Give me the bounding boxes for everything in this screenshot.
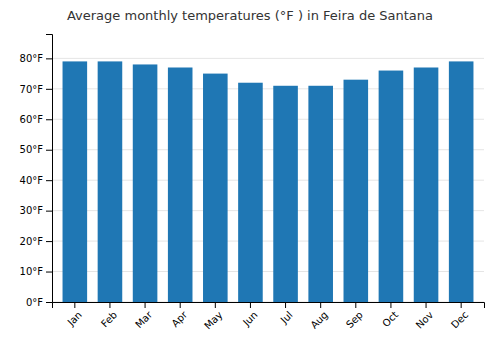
bar: [379, 71, 404, 302]
x-tick-label: Jun: [240, 309, 260, 329]
y-tick: 20°F: [20, 236, 52, 247]
x-tick: Jan: [65, 302, 84, 328]
y-tick-mark: [46, 89, 52, 90]
x-tick: Apr: [169, 302, 190, 329]
y-tick-mark: [46, 241, 52, 242]
y-tick: 60°F: [20, 114, 52, 125]
x-tick-label: Jan: [65, 309, 84, 328]
x-tick-label: Nov: [414, 309, 436, 331]
x-tick-mark: [461, 302, 462, 308]
x-tick-mark: [145, 302, 146, 308]
x-tick-label: Mar: [133, 308, 155, 330]
y-axis: 0°F 10°F 20°F 30°F 40°F 50°F 60°F 70°F 80°F: [20, 35, 53, 308]
x-tick: Oct: [380, 302, 400, 329]
bar: [449, 61, 474, 302]
y-tick-label: 80°F: [20, 53, 44, 64]
x-tick: Mar: [133, 302, 155, 330]
bar: [63, 61, 88, 302]
x-tick-label: Apr: [169, 308, 190, 329]
y-tick-mark: [46, 302, 52, 303]
y-tick-mark: [46, 180, 52, 181]
x-tick-label: Dec: [449, 309, 470, 330]
x-axis: Jan Feb Mar Apr May Jun Jul Aug Sep Oct Nov Dec: [53, 302, 485, 331]
grid-line: [52, 58, 484, 59]
bar: [98, 61, 123, 302]
bar: [238, 83, 263, 302]
x-tick-mark: [355, 302, 356, 308]
x-tick-label: Sep: [344, 309, 365, 330]
x-tick-mark: [320, 302, 321, 308]
y-tick-label: 0°F: [26, 297, 43, 308]
y-tick: 40°F: [20, 175, 52, 186]
y-tick-label: 50°F: [20, 144, 44, 155]
x-tick-label: May: [202, 309, 224, 331]
chart: 0°F 10°F 20°F 30°F 40°F 50°F 60°F 70°F 80°F Jan Fe…: [0, 0, 500, 350]
x-tick-mark: [285, 302, 286, 308]
x-tick-mark: [426, 302, 427, 308]
y-tick-label: 70°F: [20, 84, 44, 95]
x-tick-mark: [180, 302, 181, 308]
bar: [344, 80, 369, 302]
y-tick: 70°F: [20, 84, 52, 95]
x-tick-mark: [215, 302, 216, 308]
y-tick-mark: [46, 58, 52, 59]
bar: [133, 64, 158, 302]
y-tick: 10°F: [20, 266, 52, 277]
y-tick-mark: [46, 119, 52, 120]
title: Average monthly temperatures (°F ) in Fe…: [67, 8, 433, 23]
x-tick-mark: [74, 302, 75, 308]
x-tick: Dec: [449, 302, 470, 331]
plot-area: 0°F 10°F 20°F 30°F 40°F 50°F 60°F 70°F 80°F Jan Fe…: [20, 35, 485, 332]
x-tick: Jul: [278, 302, 295, 326]
x-tick-mark: [109, 302, 110, 308]
x-tick: Feb: [99, 302, 119, 329]
bar: [273, 86, 298, 302]
x-tick: May: [202, 302, 224, 331]
x-tick: Jun: [240, 302, 260, 329]
grid: [52, 58, 484, 302]
y-tick-label: 30°F: [20, 205, 44, 216]
bar: [203, 74, 228, 302]
y-tick-mark: [46, 150, 52, 151]
y-tick-mark: [46, 272, 52, 273]
y-tick-label: 20°F: [20, 236, 44, 247]
x-axis-line: [53, 303, 485, 309]
x-tick-label: Jul: [278, 309, 295, 326]
x-tick: Aug: [308, 302, 330, 331]
x-tick-label: Oct: [380, 309, 400, 329]
x-tick-label: Aug: [308, 309, 330, 331]
y-tick: 80°F: [20, 53, 52, 64]
bar: [168, 68, 193, 303]
y-tick-mark: [46, 211, 52, 212]
y-tick-label: 60°F: [20, 114, 44, 125]
y-tick-label: 10°F: [20, 266, 44, 277]
bar: [308, 86, 333, 302]
y-tick: 50°F: [20, 144, 52, 155]
x-tick-mark: [390, 302, 391, 308]
bars: [63, 61, 474, 302]
bar: [414, 68, 439, 303]
y-tick: 30°F: [20, 205, 52, 216]
y-tick: 0°F: [26, 297, 52, 308]
y-axis-line: [46, 35, 53, 303]
x-tick-mark: [250, 302, 251, 308]
x-tick: Sep: [344, 302, 365, 330]
x-tick-label: Feb: [99, 309, 119, 329]
y-tick-label: 40°F: [20, 175, 44, 186]
x-tick: Nov: [414, 302, 436, 331]
